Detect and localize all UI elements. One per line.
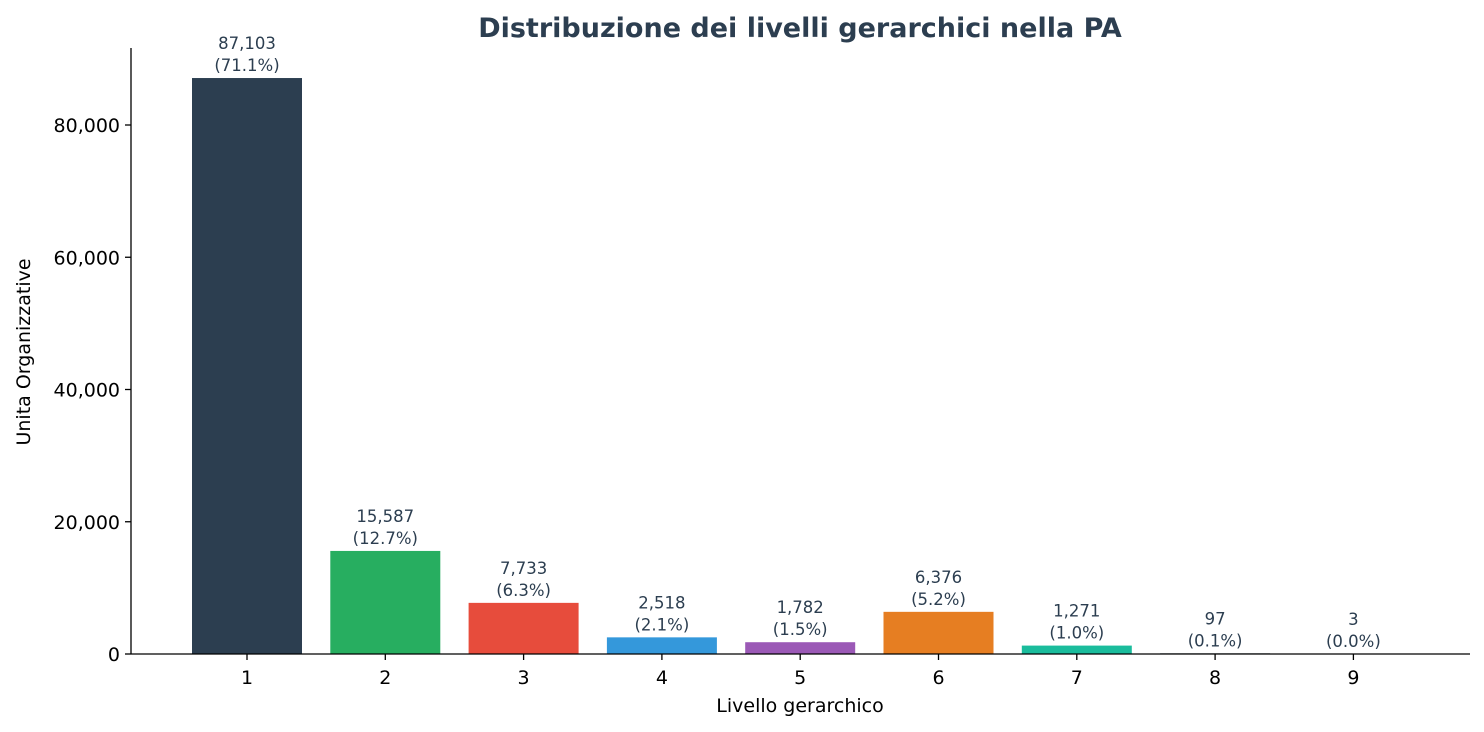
value-label-4: 2,518 [638, 593, 685, 612]
x-tick-label-3: 3 [518, 667, 530, 689]
value-label-3: 7,733 [500, 559, 547, 578]
value-label-2: 15,587 [356, 507, 414, 526]
x-tick-label-5: 5 [794, 667, 806, 689]
bar-level-3 [468, 602, 579, 654]
x-axis-ticks: 1 2 3 4 5 6 7 8 9 [241, 654, 1359, 689]
bar-level-6 [883, 611, 994, 654]
bar-level-5 [745, 642, 856, 654]
value-label-5: 1,782 [777, 598, 824, 617]
chart-title: Distribuzione dei livelli gerarchici nel… [478, 13, 1122, 44]
bar-level-1 [192, 78, 302, 654]
x-tick-label-6: 6 [932, 667, 944, 689]
value-label-7: 1,271 [1053, 602, 1100, 621]
percent-label-3: (6.3%) [496, 581, 551, 600]
y-tick-label-40000: 40,000 [54, 380, 120, 402]
bars-group [192, 78, 1409, 655]
percent-label-1: (71.1%) [214, 56, 279, 75]
value-label-6: 6,376 [915, 568, 962, 587]
percent-label-9: (0.0%) [1326, 632, 1381, 651]
percent-label-5: (1.5%) [773, 620, 828, 639]
value-label-1: 87,103 [218, 34, 276, 53]
bar-level-2 [330, 550, 441, 654]
x-tick-label-2: 2 [379, 667, 391, 689]
bar-level-4 [606, 637, 717, 654]
y-tick-label-60000: 60,000 [54, 247, 120, 269]
y-axis-label: Unita Organizzative [13, 258, 35, 445]
percent-label-7: (1.0%) [1049, 624, 1104, 643]
value-label-9: 3 [1348, 610, 1359, 629]
y-tick-label-0: 0 [108, 644, 120, 666]
y-tick-label-20000: 20,000 [54, 512, 120, 534]
x-tick-label-4: 4 [656, 667, 668, 689]
data-labels-group: 87,103 (71.1%) 15,587 (12.7%) 7,733 (6.3%) 2,5… [214, 34, 1380, 651]
percent-label-2: (12.7%) [353, 529, 418, 548]
percent-label-4: (2.1%) [635, 615, 690, 634]
x-tick-label-8: 8 [1209, 667, 1221, 689]
value-label-8: 97 [1205, 609, 1226, 628]
percent-label-8: (0.1%) [1188, 631, 1243, 650]
y-tick-label-80000: 80,000 [54, 115, 120, 137]
x-tick-label-1: 1 [241, 667, 253, 689]
y-axis-ticks: 0 20,000 40,000 60,000 80,000 [54, 115, 131, 666]
percent-label-6: (5.2%) [911, 590, 966, 609]
x-axis-label: Livello gerarchico [716, 695, 883, 717]
x-tick-label-9: 9 [1347, 667, 1359, 689]
bar-level-7 [1021, 645, 1132, 654]
x-tick-label-7: 7 [1071, 667, 1083, 689]
